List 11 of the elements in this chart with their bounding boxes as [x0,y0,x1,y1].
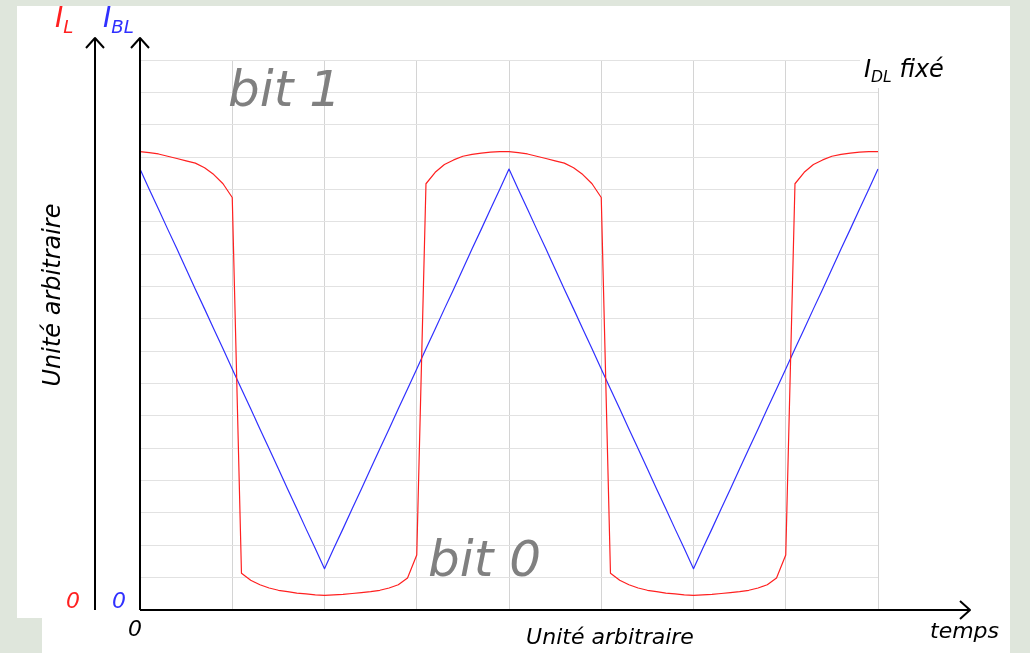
text: I$_{BL}$ [103,1,134,38]
text: bit 1 [228,60,341,118]
text: temps [930,618,1000,643]
text: 0 [128,616,142,641]
x-axis-title: Unité arbitraire [526,624,694,649]
text: 0 [112,588,126,613]
y-axis-title: Unité arbitraire [38,203,66,387]
text: I$_{L}$ [55,1,74,38]
text: I$_{DL}$ fixé [860,55,948,89]
annotation: bit 0 [428,530,541,588]
text: 0 [66,588,80,613]
